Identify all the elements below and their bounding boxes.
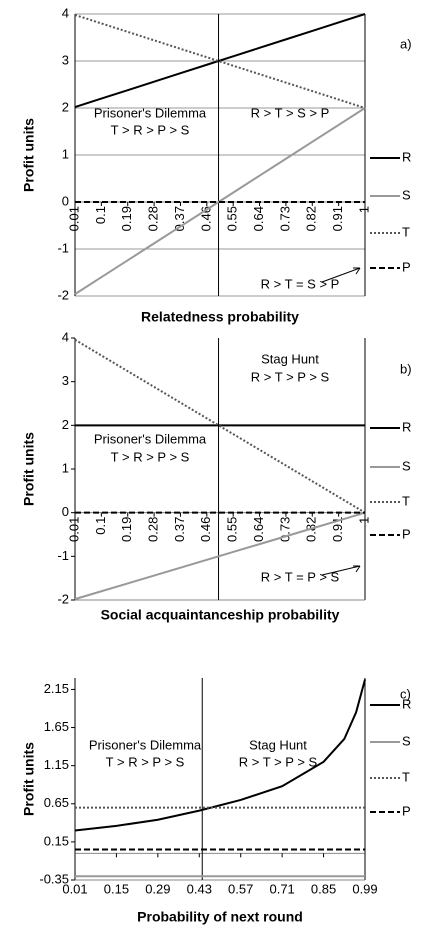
panel-label: a): [400, 36, 412, 51]
legend-label: R: [402, 149, 411, 164]
series-line: [74, 13, 366, 109]
x-tick-label: 0.91: [330, 206, 345, 231]
x-tick-label: 0.1: [93, 517, 108, 535]
y-tick-label: 1: [62, 460, 69, 475]
arrow-head: [353, 565, 361, 573]
legend-label: T: [402, 769, 410, 784]
panel-label: b): [400, 361, 412, 376]
y-tick-label: -1: [57, 240, 69, 255]
annotation: Prisoner's Dilemma: [94, 431, 207, 446]
x-tick-label: 0.01: [62, 881, 87, 896]
y-tick-label: 0: [62, 193, 69, 208]
y-axis-title: Profit units: [21, 118, 37, 192]
x-tick-label: 0.99: [352, 881, 377, 896]
x-tick-label: 0.01: [66, 206, 81, 231]
legend-label: R: [402, 419, 411, 434]
annotation: R > T = P > S: [261, 569, 340, 584]
legend-label: T: [402, 224, 410, 239]
legend-label: P: [402, 526, 411, 541]
arrow: [321, 267, 361, 283]
annotation: R > T = S > P: [261, 276, 340, 291]
annotation: R > T > P > S: [239, 754, 318, 769]
annotation: T > R > P > S: [106, 754, 185, 769]
y-tick-label: 2.15: [44, 681, 69, 696]
annotation: Stag Hunt: [261, 351, 319, 366]
x-tick-label: 0.55: [225, 517, 240, 542]
annotation: R > T > P > S: [251, 369, 330, 384]
x-tick-label: 0.64: [251, 517, 266, 542]
series-line: [74, 679, 366, 832]
y-tick-label: 4: [62, 329, 69, 344]
annotation: T > R > P > S: [111, 122, 190, 137]
y-tick-label: 0: [62, 504, 69, 519]
annotation: Stag Hunt: [249, 737, 307, 752]
annotation: Prisoner's Dilemma: [89, 737, 202, 752]
x-axis-title: Relatedness probability: [141, 309, 299, 325]
x-tick-label: 0.19: [119, 206, 134, 231]
y-tick-label: 0.15: [44, 833, 69, 848]
legend-label: R: [402, 696, 411, 711]
y-tick-label: -2: [57, 287, 69, 302]
panel-label: c): [400, 686, 411, 701]
y-tick-label: 3: [62, 52, 69, 67]
x-tick-label: 0.55: [225, 206, 240, 231]
series-line: [74, 338, 366, 514]
y-tick-label: 2: [62, 99, 69, 114]
y-axis-title: Profit units: [21, 432, 37, 506]
x-tick-label: 0.15: [104, 881, 129, 896]
annotation: R > T > S > P: [251, 105, 330, 120]
x-tick-label: 0.71: [269, 881, 294, 896]
x-tick-label: 0.43: [187, 881, 212, 896]
x-tick-label: 0.46: [198, 517, 213, 542]
x-tick-label: 0.01: [66, 517, 81, 542]
x-tick-label: 0.37: [172, 517, 187, 542]
x-tick-label: 0.82: [304, 206, 319, 231]
arrow-head: [353, 267, 361, 275]
x-axis-title: Social acquaintanceship probability: [101, 607, 340, 623]
x-tick-label: 0.1: [93, 206, 108, 224]
y-tick-label: 1: [62, 146, 69, 161]
x-tick-label: 0.57: [228, 881, 253, 896]
x-tick-label: 0.29: [145, 881, 170, 896]
x-tick-label: 1: [356, 206, 371, 213]
x-tick-label: 0.85: [311, 881, 336, 896]
legend-label: S: [402, 187, 411, 202]
x-tick-label: 1: [356, 517, 371, 524]
legend-label: S: [402, 733, 411, 748]
series-line: [74, 13, 366, 109]
y-tick-label: 3: [62, 373, 69, 388]
x-axis-title: Probability of next round: [137, 909, 303, 925]
y-tick-label: -0.35: [39, 871, 69, 886]
y-tick-label: -2: [57, 591, 69, 606]
annotation: T > R > P > S: [111, 449, 190, 464]
legend-label: P: [402, 259, 411, 274]
y-tick-label: 0.65: [44, 795, 69, 810]
y-tick-label: 2: [62, 417, 69, 432]
x-tick-label: 0.19: [119, 517, 134, 542]
series-line: [74, 511, 366, 601]
legend-label: P: [402, 803, 411, 818]
y-tick-label: 4: [62, 5, 69, 20]
x-tick-label: 0.28: [146, 517, 161, 542]
legend-label: S: [402, 458, 411, 473]
arrow: [321, 565, 361, 576]
y-tick-label: 1.65: [44, 719, 69, 734]
x-tick-label: 0.28: [146, 206, 161, 231]
x-tick-label: 0.64: [251, 206, 266, 231]
y-tick-label: -1: [57, 548, 69, 563]
legend-label: T: [402, 493, 410, 508]
y-axis-title: Profit units: [21, 742, 37, 816]
x-tick-label: 0.73: [277, 206, 292, 231]
annotation: Prisoner's Dilemma: [94, 105, 207, 120]
y-tick-label: 1.15: [44, 757, 69, 772]
